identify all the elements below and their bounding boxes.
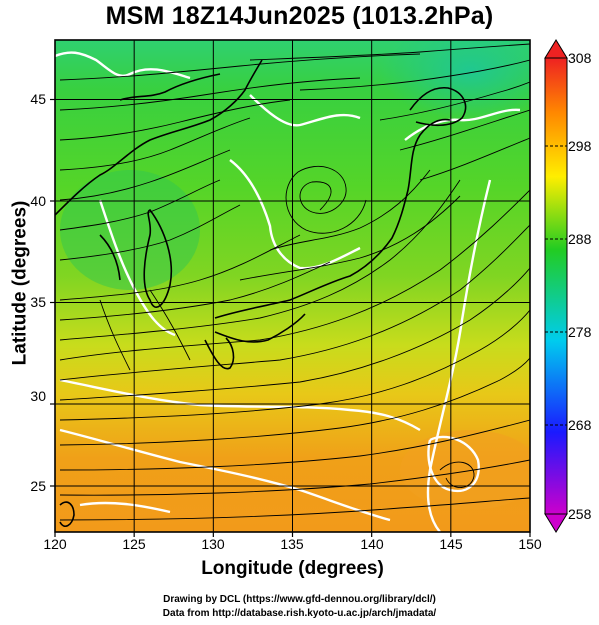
colorbar-ticks: [545, 145, 567, 426]
colorbar-label: 278: [568, 324, 592, 340]
lat-tick-label: 45: [30, 91, 46, 107]
lon-tick-label: 125: [122, 536, 146, 552]
cold-region: [60, 170, 200, 290]
colorbar-label: 308: [568, 50, 592, 66]
x-axis-label: Longitude (degrees): [201, 558, 384, 579]
wind-streamlines: [59, 43, 530, 521]
lon-tick-label: 130: [201, 536, 225, 552]
lon-tick-label: 135: [280, 536, 304, 552]
lat-tick-label: 40: [30, 193, 46, 209]
colorbar-label: 288: [568, 231, 592, 247]
warm-region: [400, 430, 530, 510]
credit-drawing: Drawing by DCL (https://www.gfd-dennou.o…: [163, 594, 436, 605]
axis-ticks: [50, 98, 531, 537]
lon-tick-label: 145: [439, 536, 463, 552]
colorbar-label: 258: [568, 506, 592, 522]
colorbar-bottom-arrow: [544, 513, 568, 533]
y-axis-label: Latitude (degrees): [9, 200, 31, 366]
lat-tick-label: 25: [30, 478, 46, 494]
lon-tick-label: 120: [43, 536, 67, 552]
graticule: [55, 40, 530, 532]
credit-data-source: Data from http://database.rish.kyoto-u.a…: [162, 608, 437, 619]
chart-title: MSM 18Z14Jun2025 (1013.2hPa): [105, 2, 494, 30]
colorbar-top-arrow: [544, 39, 568, 59]
colorbar-gradient: [544, 57, 568, 515]
lat-tick-label: 30: [30, 388, 46, 404]
colorbar-label: 268: [568, 417, 592, 433]
lon-tick-label: 150: [518, 536, 542, 552]
lon-tick-label: 140: [360, 536, 384, 552]
lat-tick-label: 35: [30, 294, 46, 310]
colorbar-label: 298: [568, 138, 592, 154]
